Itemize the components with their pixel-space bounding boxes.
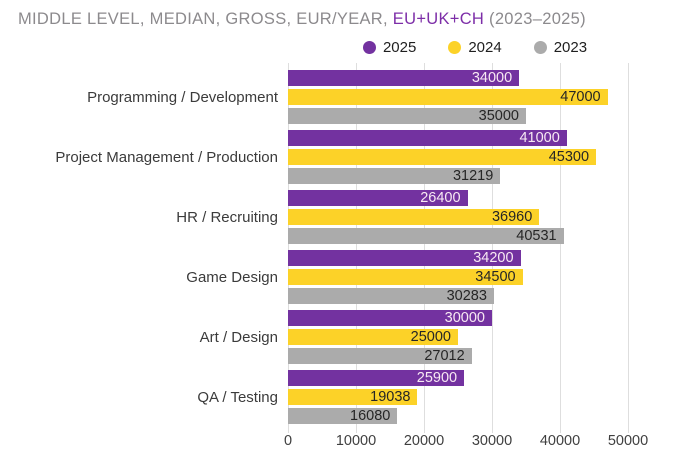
x-tick-20000: 20000 <box>403 433 445 449</box>
category-label: HR / Recruiting <box>176 208 278 226</box>
bar-value-2024: 47000 <box>560 89 601 105</box>
category-group-row: QA / Testing 25900 19038 16080 <box>16 367 662 427</box>
x-axis: 0 10000 20000 30000 40000 50000 <box>284 433 662 459</box>
gridline-0 <box>288 63 289 433</box>
legend-label: 2024 <box>468 38 502 56</box>
legend-item-2024: 2024 <box>448 38 502 56</box>
gridline-30000 <box>492 63 493 433</box>
bars-cell: 41000 45300 31219 <box>288 130 662 184</box>
x-tick-0: 0 <box>283 433 293 449</box>
legend-label: 2023 <box>553 38 588 56</box>
bar-2024: 19038 <box>288 389 418 405</box>
bars-cell: 26400 36960 40531 <box>288 190 662 244</box>
title-prefix: MIDDLE LEVEL, MEDIAN, GROSS, EUR/YEAR, <box>18 10 393 28</box>
category-label: Art / Design <box>199 328 278 346</box>
plot-groups: Programming / Development 34000 47000 35000… <box>16 67 662 427</box>
x-tick-30000: 30000 <box>471 433 513 449</box>
x-tick-10000: 10000 <box>335 433 377 449</box>
bar-value-2025: 26400 <box>420 190 461 206</box>
bar-2025: 41000 <box>288 130 567 146</box>
gridline-10000 <box>356 63 357 433</box>
gridline-50000 <box>628 63 629 433</box>
bar-value-2023: 40531 <box>516 228 557 244</box>
legend-label: 2025 <box>382 38 417 56</box>
bar-value-2023: 16080 <box>350 408 391 424</box>
bars-cell: 30000 25000 27012 <box>288 310 662 364</box>
bar-value-2023: 31219 <box>452 168 494 184</box>
bars-cell: 34000 47000 35000 <box>288 70 662 124</box>
category-label: Game Design <box>186 268 278 286</box>
gridlines <box>288 63 662 433</box>
plot-area: Programming / Development 34000 47000 35000… <box>16 63 662 433</box>
bar-2023: 40531 <box>288 228 564 244</box>
title-highlight: EU+UK+CH <box>392 10 485 28</box>
bars-cell: 34200 34500 30283 <box>288 250 662 304</box>
category-group-row: Game Design 34200 34500 30283 <box>16 247 662 307</box>
x-tick-40000: 40000 <box>539 433 581 449</box>
bar-2025: 34000 <box>288 70 520 86</box>
bar-value-2023: 35000 <box>478 108 519 124</box>
category-group-row: Programming / Development 34000 47000 35000 <box>16 67 662 127</box>
legend-dot-2024 <box>448 40 462 54</box>
legend-dot-2023 <box>533 40 547 54</box>
category-label: QA / Testing <box>197 388 278 406</box>
category-group-row: Art / Design 30000 25000 27012 <box>16 307 662 367</box>
legend: 2025 2024 2023 <box>288 37 662 57</box>
bar-2023: 16080 <box>288 408 398 424</box>
bar-2023: 30283 <box>288 288 494 304</box>
bar-2024: 36960 <box>288 209 540 225</box>
bar-2025: 26400 <box>288 190 468 206</box>
bar-2025: 34200 <box>288 250 521 266</box>
bar-2025: 25900 <box>288 370 465 386</box>
bar-value-2025: 25900 <box>416 370 458 386</box>
bar-value-2024: 36960 <box>491 209 533 225</box>
bar-2024: 47000 <box>288 89 608 105</box>
bar-2023: 27012 <box>288 348 472 364</box>
category-group-row: Project Management / Production 41000 4530… <box>16 127 662 187</box>
bar-value-2024: 45300 <box>548 149 590 165</box>
bar-2025: 30000 <box>288 310 492 326</box>
bar-value-2024: 19038 <box>370 389 411 405</box>
legend-item-2023: 2023 <box>533 38 588 56</box>
bar-value-2025: 34000 <box>471 70 513 86</box>
bar-value-2023: 30283 <box>446 288 487 304</box>
bar-2024: 34500 <box>288 269 523 285</box>
category-label: Project Management / Production <box>55 148 278 166</box>
x-tick-50000: 50000 <box>607 433 649 449</box>
legend-dot-2025 <box>362 40 376 54</box>
bar-value-2023: 27012 <box>424 348 465 364</box>
bar-2023: 35000 <box>288 108 526 124</box>
bar-2024: 25000 <box>288 329 458 345</box>
gridline-40000 <box>560 63 561 433</box>
category-label: Programming / Development <box>87 88 278 106</box>
bar-value-2024: 25000 <box>410 329 451 345</box>
legend-item-2025: 2025 <box>362 38 417 56</box>
bar-value-2025: 41000 <box>519 130 560 146</box>
title-suffix: (2023–2025) <box>484 10 586 28</box>
bars-cell: 25900 19038 16080 <box>288 370 662 424</box>
bar-value-2025: 30000 <box>444 310 485 326</box>
gridline-20000 <box>424 63 425 433</box>
chart-title: MIDDLE LEVEL, MEDIAN, GROSS, EUR/YEAR, E… <box>18 10 662 29</box>
bar-value-2025: 34200 <box>473 250 514 266</box>
bar-2024: 45300 <box>288 149 597 165</box>
bar-2023: 31219 <box>288 168 501 184</box>
category-group-row: HR / Recruiting 26400 36960 40531 <box>16 187 662 247</box>
bar-value-2024: 34500 <box>475 269 516 285</box>
